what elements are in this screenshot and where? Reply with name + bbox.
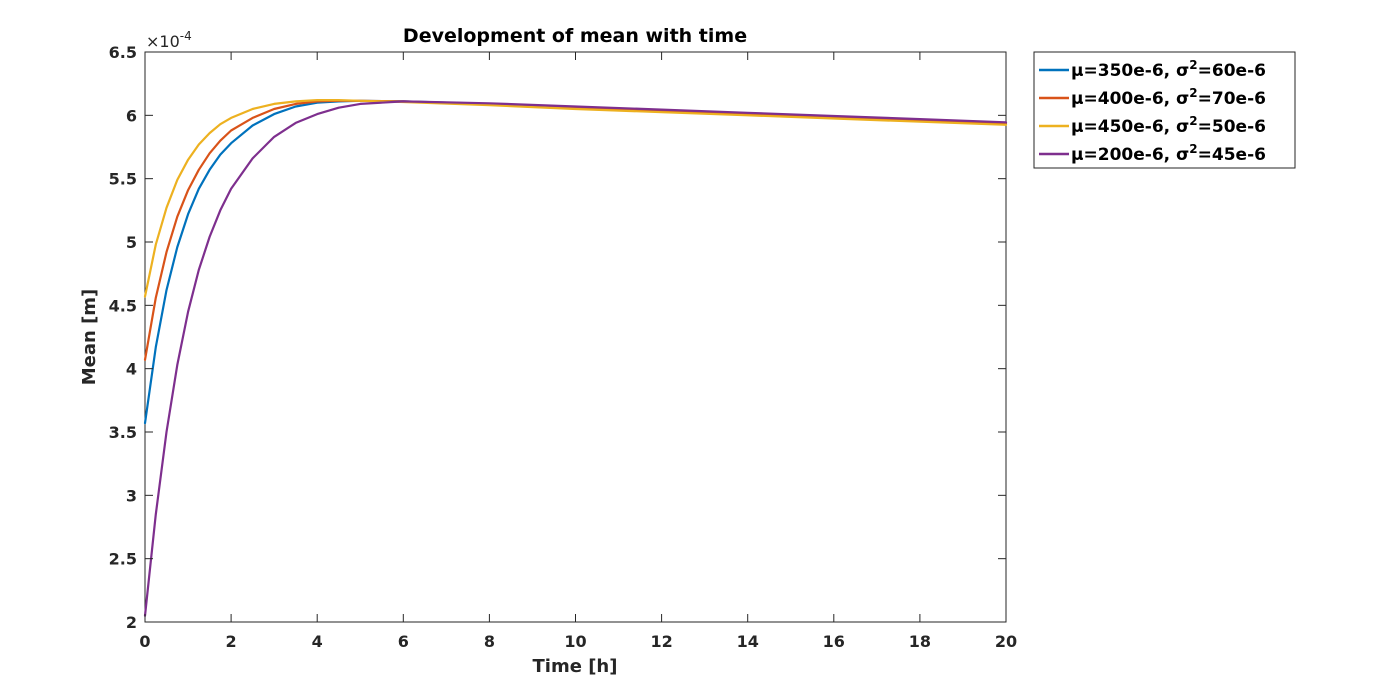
legend-label-4: μ=200e-6, σ2=45e-6 [1071, 142, 1266, 165]
legend-items: μ=350e-6, σ2=60e-6 μ=400e-6, σ2=70e-6 μ=45… [1039, 58, 1266, 165]
y-exponent-label: ×10-4 [146, 29, 192, 51]
y-ticks: 2 2.5 3 3.5 4 4.5 5 5.5 6 6.5 [109, 43, 1006, 632]
x-tick-label: 4 [312, 632, 323, 651]
x-tick-label: 14 [737, 632, 759, 651]
y-tick-label: 6.5 [109, 43, 137, 62]
x-tick-label: 18 [909, 632, 931, 651]
y-tick-label: 2 [126, 613, 137, 632]
series-line-4 [143, 100, 1008, 617]
x-tick-label: 20 [995, 632, 1017, 651]
x-tick-label: 2 [226, 632, 237, 651]
legend: μ=350e-6, σ2=60e-6 μ=400e-6, σ2=70e-6 μ=45… [1033, 51, 1296, 169]
y-tick-label: 4.5 [109, 296, 137, 315]
axes-box [144, 51, 1007, 623]
y-tick-label: 4 [126, 360, 137, 379]
chart-title: Development of mean with time [403, 25, 747, 47]
x-tick-label: 8 [484, 632, 495, 651]
legend-label-3: μ=450e-6, σ2=50e-6 [1071, 114, 1266, 137]
y-tick-label: 5.5 [109, 170, 137, 189]
y-tick-label: 6 [126, 106, 137, 125]
x-tick-label: 6 [398, 632, 409, 651]
legend-box [1033, 51, 1296, 169]
y-axis-label: Mean [m] [79, 289, 100, 386]
y-tick-label: 5 [126, 233, 137, 252]
x-tick-label: 10 [564, 632, 586, 651]
series-line-3 [143, 98, 1008, 298]
y-tick-label: 2.5 [109, 550, 137, 569]
x-tick-label: 16 [823, 632, 845, 651]
legend-label-1: μ=350e-6, σ2=60e-6 [1071, 58, 1266, 81]
y-tick-label: 3 [126, 486, 137, 505]
x-tick-label: 12 [650, 632, 672, 651]
legend-label-2: μ=400e-6, σ2=70e-6 [1071, 86, 1266, 109]
x-tick-label: 0 [139, 632, 150, 651]
series-layer [143, 98, 1008, 617]
x-ticks: 0 2 4 6 8 10 12 14 16 18 20 [139, 52, 1017, 651]
y-tick-label: 3.5 [109, 423, 137, 442]
plot-area: 0 2 4 6 8 10 12 14 16 18 20 22.533.544.555.566.5 [109, 43, 1017, 651]
x-axis-label: Time [h] [533, 656, 618, 677]
